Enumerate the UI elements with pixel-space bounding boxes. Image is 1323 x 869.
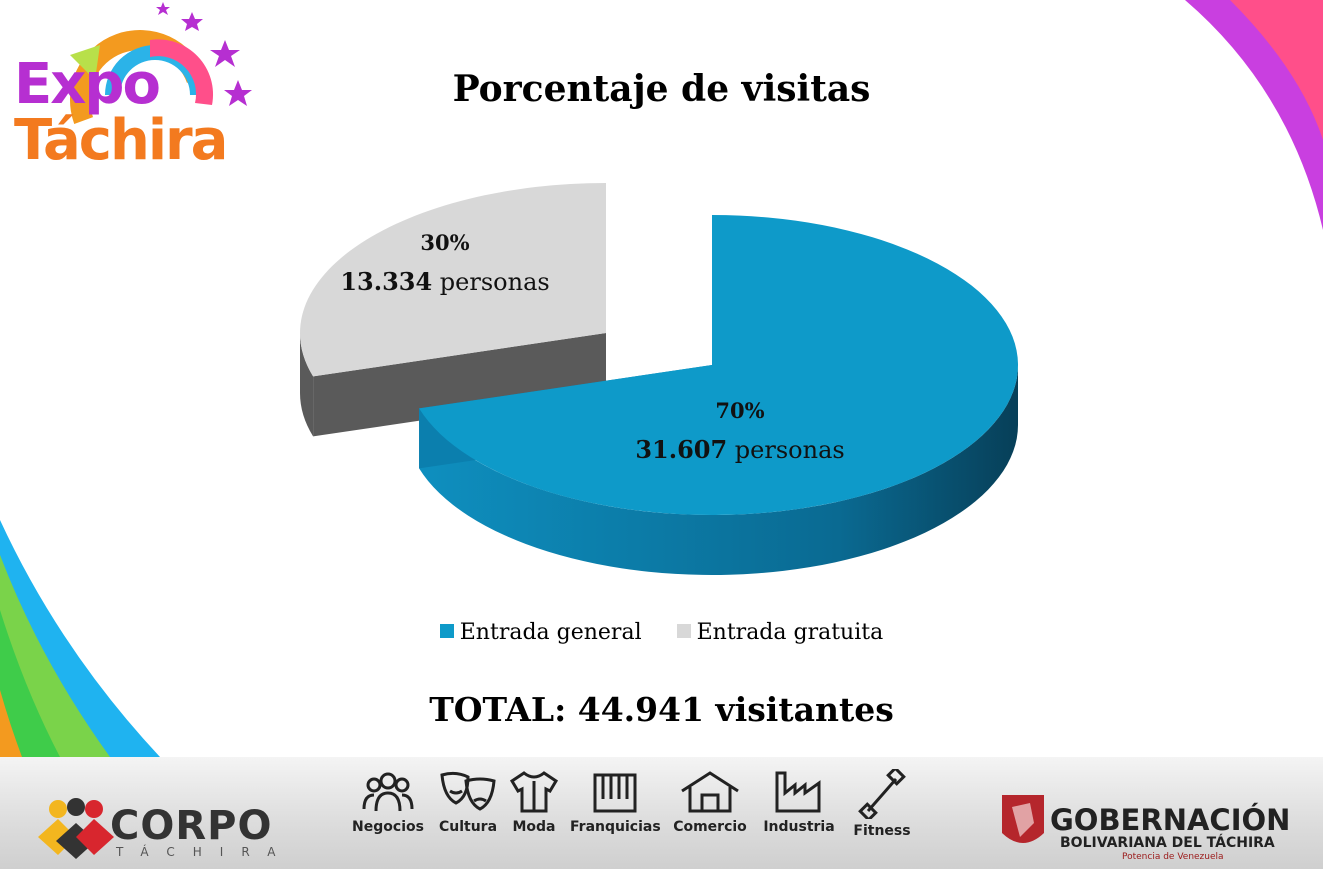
data-label-count: 13.334 personas [340, 267, 550, 296]
legend-swatch-gratuita [676, 624, 691, 638]
chart-legend: Entrada general Entrada gratuita [0, 620, 1323, 645]
footer-item-comercio: Comercio [665, 769, 755, 835]
total-visitors: TOTAL: 44.941 visitantes [429, 690, 894, 729]
expo-logo-graphic [70, 2, 252, 124]
corpo-logo-icon [38, 798, 114, 859]
footer-label-negocios: Negocios [352, 819, 424, 835]
pie-slice-entrada-gratuita [300, 183, 606, 377]
footer-item-cultura: Cultura [423, 769, 513, 835]
pie-slice-side [419, 365, 1019, 575]
footer-label-industria: Industria [763, 819, 835, 835]
legend-item-general: Entrada general [439, 620, 642, 645]
footer-item-fitness: Fitness [837, 769, 927, 839]
logo-tachira-text: Táchira [14, 108, 228, 173]
gobernacion-subtitle: BOLIVARIANA DEL TÁCHIRA [1060, 835, 1275, 851]
footer-label-fitness: Fitness [853, 823, 911, 839]
corpo-name: CORPO [110, 803, 273, 849]
data-label-general: 70% 31.607 personas [590, 398, 890, 464]
factory-icon [775, 771, 821, 813]
legend-label-gratuita: Entrada gratuita [696, 620, 884, 645]
pie-slice-side-wall [313, 333, 606, 437]
data-label-percent: 70% [715, 398, 765, 423]
shirt-icon [509, 771, 559, 813]
pie-slice-side [300, 333, 314, 437]
corpo-sub: TÁCHIRA [116, 845, 294, 859]
data-label-gratuita: 30% 13.334 personas [300, 230, 590, 296]
footer-item-moda: Moda [489, 769, 579, 835]
legend-label-general: Entrada general [459, 620, 642, 645]
data-label-percent: 30% [420, 230, 470, 255]
footer-item-industria: Industria [754, 769, 844, 835]
footer-label-moda: Moda [512, 819, 556, 835]
people-icon [362, 772, 414, 812]
logo-expo-text: Expo [14, 52, 161, 117]
footer-bar: CORPO TÁCHIRA Negocios Cultura Moda Fran… [0, 757, 1323, 869]
dumbbell-icon [858, 769, 906, 819]
gobernacion-shield-icon [1002, 795, 1044, 843]
pie-slice-entrada-general [419, 215, 1019, 515]
footer-item-negocios: Negocios [343, 769, 433, 835]
storefront-icon [593, 773, 637, 813]
footer-label-cultura: Cultura [438, 819, 498, 835]
chart-title: Porcentaje de visitas [452, 68, 871, 110]
footer-label-franquicias: Franquicias [570, 819, 661, 835]
legend-swatch-general [439, 624, 454, 638]
data-label-count: 31.607 personas [635, 435, 845, 464]
house-icon [681, 771, 739, 813]
theater-masks-icon [440, 771, 496, 811]
gobernacion-title: GOBERNACIÓN [1050, 803, 1291, 837]
footer-item-franquicias: Franquicias [570, 769, 661, 835]
legend-item-gratuita: Entrada gratuita [676, 620, 884, 645]
footer-label-comercio: Comercio [673, 819, 747, 835]
gobernacion-tagline: Potencia de Venezuela [1122, 852, 1224, 862]
